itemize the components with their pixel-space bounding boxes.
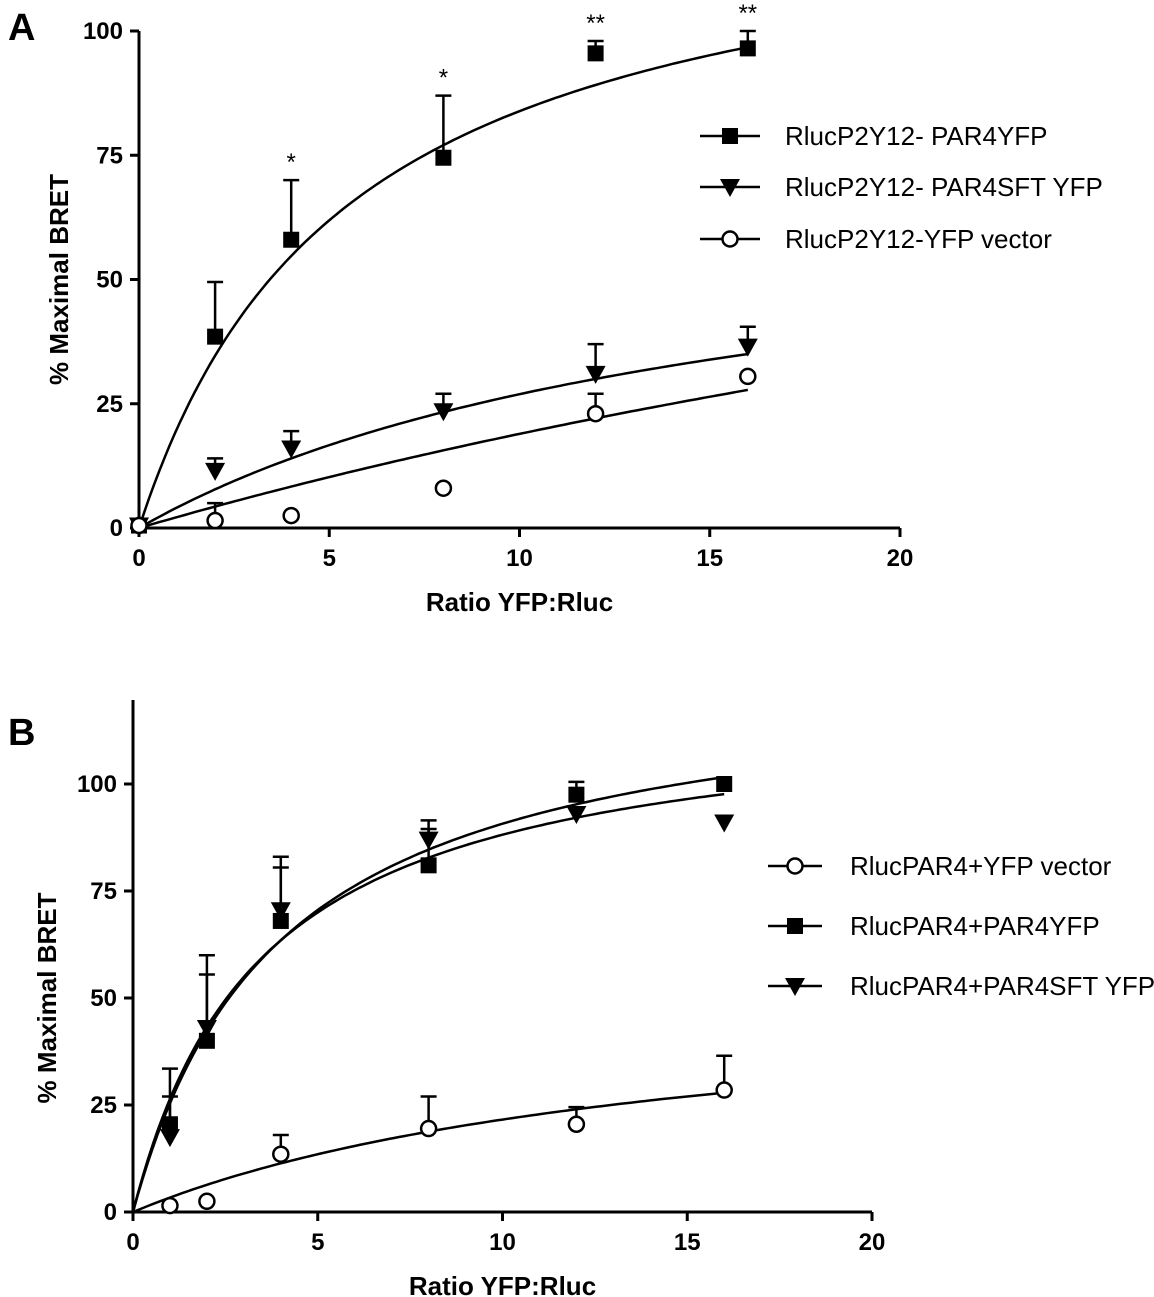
y-axis-title: % Maximal BRET bbox=[44, 174, 74, 385]
data-point bbox=[272, 912, 289, 929]
data-point bbox=[161, 1196, 179, 1215]
data-point bbox=[567, 1115, 586, 1134]
panel-letter: B bbox=[8, 712, 35, 754]
data-point bbox=[196, 1019, 217, 1038]
y-tick-label: 0 bbox=[104, 1199, 117, 1226]
legend-label: RlucPAR4+PAR4SFT YFP bbox=[850, 971, 1154, 1001]
panel-a: A 0 5 10 15 20 0 25 50 75 100 Ratio YFP:Rluc % Maxim… bbox=[8, 0, 1103, 617]
data-point bbox=[281, 440, 302, 459]
y-tick-label: 75 bbox=[90, 878, 117, 905]
legend-label: RlucPAR4+YFP vector bbox=[850, 851, 1112, 881]
x-axis-title: Ratio YFP:Rluc bbox=[409, 1271, 596, 1297]
data-point bbox=[419, 1119, 438, 1138]
data-point bbox=[585, 365, 606, 384]
data-point bbox=[714, 814, 735, 833]
data-point bbox=[159, 1129, 180, 1148]
data-point bbox=[739, 40, 756, 57]
data-point bbox=[198, 1192, 216, 1211]
data-point bbox=[739, 367, 757, 386]
data-point bbox=[205, 462, 226, 481]
legend-marker bbox=[787, 918, 803, 934]
panel-letter: A bbox=[8, 7, 35, 49]
significance-label: * bbox=[287, 149, 296, 176]
x-axis-title: Ratio YFP:Rluc bbox=[426, 587, 613, 617]
significance-label: ** bbox=[738, 0, 757, 27]
legend-marker bbox=[720, 179, 740, 197]
data-point bbox=[198, 1032, 215, 1049]
series-group bbox=[132, 1054, 733, 1215]
significance-label: ** bbox=[586, 10, 605, 37]
significance-label: * bbox=[439, 65, 448, 92]
y-tick-label: 100 bbox=[83, 18, 123, 45]
data-point bbox=[716, 776, 733, 792]
data-point bbox=[283, 231, 300, 248]
x-tick-label: 20 bbox=[859, 1229, 886, 1256]
data-point bbox=[587, 45, 604, 62]
data-point bbox=[418, 831, 439, 850]
data-point bbox=[715, 1081, 733, 1099]
data-point bbox=[435, 149, 452, 166]
legend-marker bbox=[786, 857, 804, 875]
legend-label: RlucP2Y12- PAR4SFT YFP bbox=[785, 172, 1103, 202]
data-point bbox=[586, 404, 605, 423]
data-point bbox=[272, 1145, 290, 1163]
data-point bbox=[568, 786, 585, 803]
series-group bbox=[131, 792, 735, 1213]
legend-label: RlucPAR4+PAR4YFP bbox=[850, 911, 1100, 941]
fit-curve bbox=[138, 388, 749, 530]
data-point bbox=[434, 479, 453, 497]
y-axis-title: % Maximal BRET bbox=[32, 892, 62, 1103]
data-point bbox=[737, 338, 758, 357]
y-tick-label: 25 bbox=[96, 391, 123, 418]
y-tick-label: 75 bbox=[96, 142, 123, 169]
legend-marker bbox=[785, 978, 805, 996]
data-point bbox=[282, 506, 300, 525]
series-group bbox=[129, 325, 758, 536]
data-point bbox=[420, 857, 437, 874]
x-tick-label: 0 bbox=[132, 545, 145, 572]
x-tick-label: 5 bbox=[311, 1229, 324, 1256]
y-tick-label: 100 bbox=[77, 771, 117, 798]
data-point bbox=[130, 516, 148, 535]
legend-marker bbox=[721, 230, 739, 248]
x-tick-label: 0 bbox=[126, 1229, 139, 1256]
series-group: **** ** bbox=[131, 0, 757, 534]
series-group bbox=[130, 367, 757, 535]
x-tick-label: 20 bbox=[887, 545, 914, 572]
data-point bbox=[566, 805, 587, 824]
x-tick-label: 5 bbox=[323, 545, 336, 572]
y-tick-label: 50 bbox=[96, 267, 123, 294]
legend-label: RlucP2Y12- PAR4YFP bbox=[785, 121, 1048, 151]
panel-b: B 0 5 10 15 20 0 25 50 75 100 Ratio YFP:Rluc % Maxim… bbox=[8, 700, 1154, 1297]
data-point bbox=[206, 511, 224, 530]
fit-curve bbox=[131, 792, 725, 1213]
data-point bbox=[270, 902, 291, 921]
legend-label: RlucP2Y12-YFP vector bbox=[785, 224, 1052, 254]
x-tick-label: 15 bbox=[696, 545, 723, 572]
y-tick-label: 0 bbox=[110, 515, 123, 542]
data-point bbox=[207, 328, 224, 345]
x-tick-label: 10 bbox=[506, 545, 533, 572]
x-tick-label: 10 bbox=[489, 1229, 516, 1256]
data-point bbox=[433, 403, 454, 422]
x-tick-label: 15 bbox=[674, 1229, 701, 1256]
y-tick-label: 50 bbox=[90, 985, 117, 1012]
legend-marker bbox=[722, 128, 738, 144]
y-tick-label: 25 bbox=[90, 1092, 117, 1119]
